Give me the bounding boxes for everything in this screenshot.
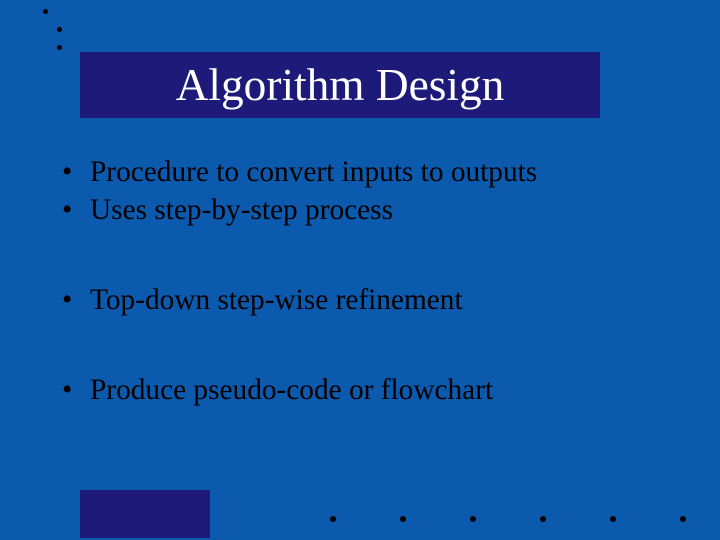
deco-dot — [680, 516, 686, 522]
slide-title: Algorithm Design — [176, 59, 505, 111]
bullet-item: Procedure to convert inputs to outputs — [62, 156, 537, 189]
deco-dot — [400, 516, 406, 522]
deco-dot — [610, 516, 616, 522]
deco-bottom-rect — [80, 490, 210, 538]
deco-dot — [330, 516, 336, 522]
bullet-item: Produce pseudo-code or flowchart — [62, 374, 493, 407]
deco-dot — [43, 9, 48, 14]
bullet-item: Top-down step-wise refinement — [62, 284, 463, 317]
deco-dot — [57, 27, 62, 32]
deco-dot — [470, 516, 476, 522]
bullet-item: Uses step-by-step process — [62, 194, 393, 227]
deco-dot — [57, 45, 62, 50]
deco-dot — [540, 516, 546, 522]
slide: Algorithm Design Procedure to convert in… — [0, 0, 720, 540]
title-bar: Algorithm Design — [80, 52, 600, 118]
